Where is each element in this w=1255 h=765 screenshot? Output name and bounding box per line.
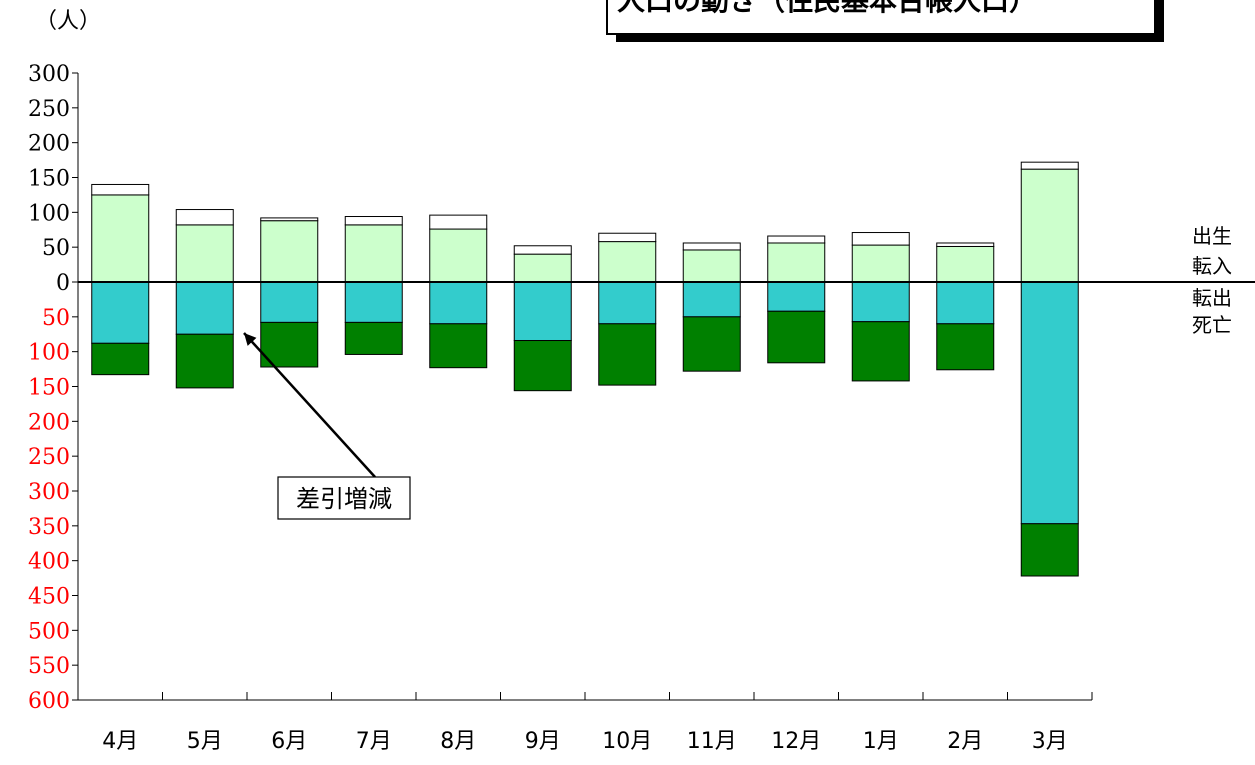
- bar-move-out: [91, 281, 150, 344]
- bar-move-in: [175, 224, 234, 283]
- bar-birth: [851, 232, 910, 246]
- bar-move-out: [260, 281, 319, 323]
- chart-title: 人口の動き（住民基本台帳人口）: [617, 0, 1037, 17]
- y-tick-label: 100: [28, 201, 70, 226]
- y-tick-label-negative: 50: [42, 306, 70, 331]
- bar-death: [175, 333, 234, 389]
- bar-move-in: [344, 224, 403, 283]
- bar-move-out: [1020, 281, 1079, 525]
- x-category-label: 9月: [525, 729, 561, 754]
- y-tick-label-negative: 250: [28, 445, 70, 470]
- y-axis: 3002502001501005005010015020025030035040…: [28, 62, 79, 714]
- y-tick-label-negative: 300: [28, 480, 70, 505]
- bar-move-in: [91, 194, 150, 283]
- bar-birth: [767, 235, 826, 244]
- bar-move-in: [936, 245, 995, 283]
- bar-move-in: [598, 241, 657, 283]
- y-tick-label: 250: [28, 97, 70, 122]
- bar-death: [1020, 523, 1079, 577]
- y-tick-label: 50: [42, 236, 70, 261]
- bar-move-out: [767, 281, 826, 312]
- x-category-label: 12月: [771, 729, 821, 754]
- y-tick-label-negative: 550: [28, 654, 70, 679]
- x-category-label: 1月: [863, 729, 899, 754]
- bar-death: [91, 342, 150, 376]
- bar-birth: [598, 232, 657, 243]
- y-tick-label: 0: [56, 271, 70, 296]
- bar-death: [598, 323, 657, 386]
- x-category-label: 5月: [187, 729, 223, 754]
- bar-move-out: [598, 281, 657, 325]
- bar-move-out: [851, 281, 910, 323]
- y-tick-label: 150: [28, 167, 70, 192]
- x-axis: 4月 5月 6月 7月 8月 9月 10月 11月 12月 1月 2月 3月: [77, 281, 1255, 754]
- y-tick-label-negative: 350: [28, 515, 70, 540]
- bar-move-out: [682, 281, 741, 318]
- bar-death: [682, 316, 741, 372]
- bar-move-in: [682, 249, 741, 283]
- y-tick-label: 200: [28, 132, 70, 157]
- bar-move-out: [936, 281, 995, 325]
- bar-birth: [175, 209, 234, 226]
- x-category-label: 10月: [602, 729, 652, 754]
- bar-death: [260, 321, 319, 368]
- x-category-label: 2月: [947, 729, 983, 754]
- bar-death: [767, 310, 826, 364]
- annotation: 差引増減: [243, 332, 411, 520]
- x-category-label: 4月: [102, 729, 138, 754]
- bar-move-in: [1020, 168, 1079, 283]
- legend-label: 転入: [1192, 254, 1232, 278]
- y-tick-label-negative: 450: [28, 585, 70, 610]
- legend-label: 死亡: [1192, 313, 1232, 337]
- bar-move-out: [513, 281, 572, 342]
- bar-move-in: [767, 242, 826, 283]
- y-axis-unit-label: （人）: [35, 9, 101, 34]
- legend-label: 出生: [1192, 224, 1232, 248]
- x-category-label: 8月: [440, 729, 476, 754]
- bar-move-in: [429, 228, 488, 283]
- bar-birth: [936, 242, 995, 247]
- bar-birth: [513, 245, 572, 255]
- bar-birth: [429, 214, 488, 230]
- bar-birth: [344, 216, 403, 226]
- bars: [91, 161, 1079, 577]
- bar-move-out: [344, 281, 403, 323]
- bar-move-in: [513, 253, 572, 283]
- bar-move-out: [175, 281, 234, 335]
- annotation-label: 差引増減: [296, 485, 392, 513]
- y-tick-label-negative: 600: [28, 689, 70, 714]
- bar-birth: [682, 242, 741, 251]
- y-tick-label-negative: 400: [28, 550, 70, 575]
- y-tick-label: 300: [28, 62, 70, 87]
- y-tick-label-negative: 500: [28, 619, 70, 644]
- annotation-box: [277, 476, 411, 520]
- bar-birth: [1020, 161, 1079, 170]
- bar-move-out: [429, 281, 488, 325]
- bar-death: [851, 321, 910, 382]
- y-tick-label-negative: 200: [28, 410, 70, 435]
- legend-label: 転出: [1192, 286, 1232, 310]
- x-category-label: 6月: [271, 729, 307, 754]
- bar-death: [344, 321, 403, 355]
- annotation-arrow: [243, 332, 376, 478]
- bar-death: [513, 340, 572, 392]
- y-tick-label-negative: 100: [28, 341, 70, 366]
- x-category-label: 3月: [1032, 729, 1068, 754]
- bar-death: [429, 323, 488, 369]
- bar-birth: [91, 183, 150, 196]
- title-box: 人口の動き（住民基本台帳人口）: [606, 0, 1164, 42]
- x-category-label: 11月: [687, 729, 737, 754]
- bar-death: [936, 323, 995, 371]
- bar-birth: [260, 217, 319, 222]
- bar-move-in: [260, 220, 319, 283]
- x-category-label: 7月: [356, 729, 392, 754]
- y-tick-label-negative: 150: [28, 376, 70, 401]
- bar-move-in: [851, 244, 910, 283]
